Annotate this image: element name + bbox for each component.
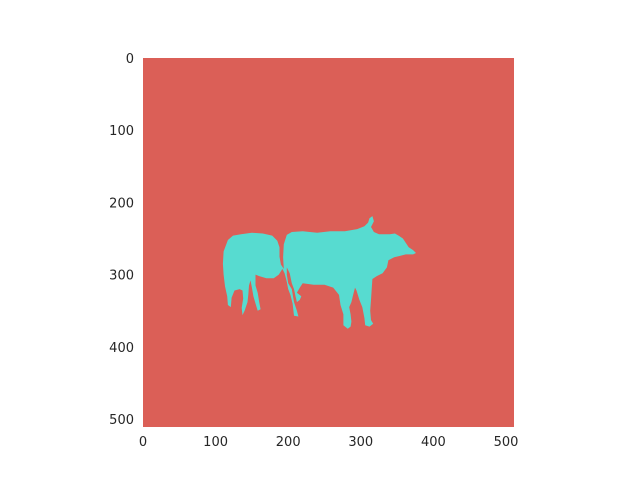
x-tick-label: 300 bbox=[348, 435, 373, 450]
y-tick-label: 100 bbox=[109, 124, 134, 139]
y-tick-label: 200 bbox=[109, 196, 134, 211]
y-tick-label: 300 bbox=[109, 269, 134, 284]
x-tick-label: 400 bbox=[421, 435, 446, 450]
x-tick-label: 500 bbox=[494, 435, 519, 450]
y-tick-label: 0 bbox=[126, 52, 134, 67]
x-tick-label: 100 bbox=[203, 435, 228, 450]
y-axis: 0 100 200 300 400 500 bbox=[109, 52, 134, 428]
y-tick-label: 500 bbox=[109, 413, 134, 428]
mask-region-1 bbox=[222, 216, 416, 329]
x-tick-label: 200 bbox=[276, 435, 301, 450]
x-tick-label: 0 bbox=[139, 435, 147, 450]
x-axis: 0 100 200 300 400 500 bbox=[139, 435, 519, 450]
y-tick-label: 400 bbox=[109, 341, 134, 356]
plot-area bbox=[143, 58, 514, 427]
